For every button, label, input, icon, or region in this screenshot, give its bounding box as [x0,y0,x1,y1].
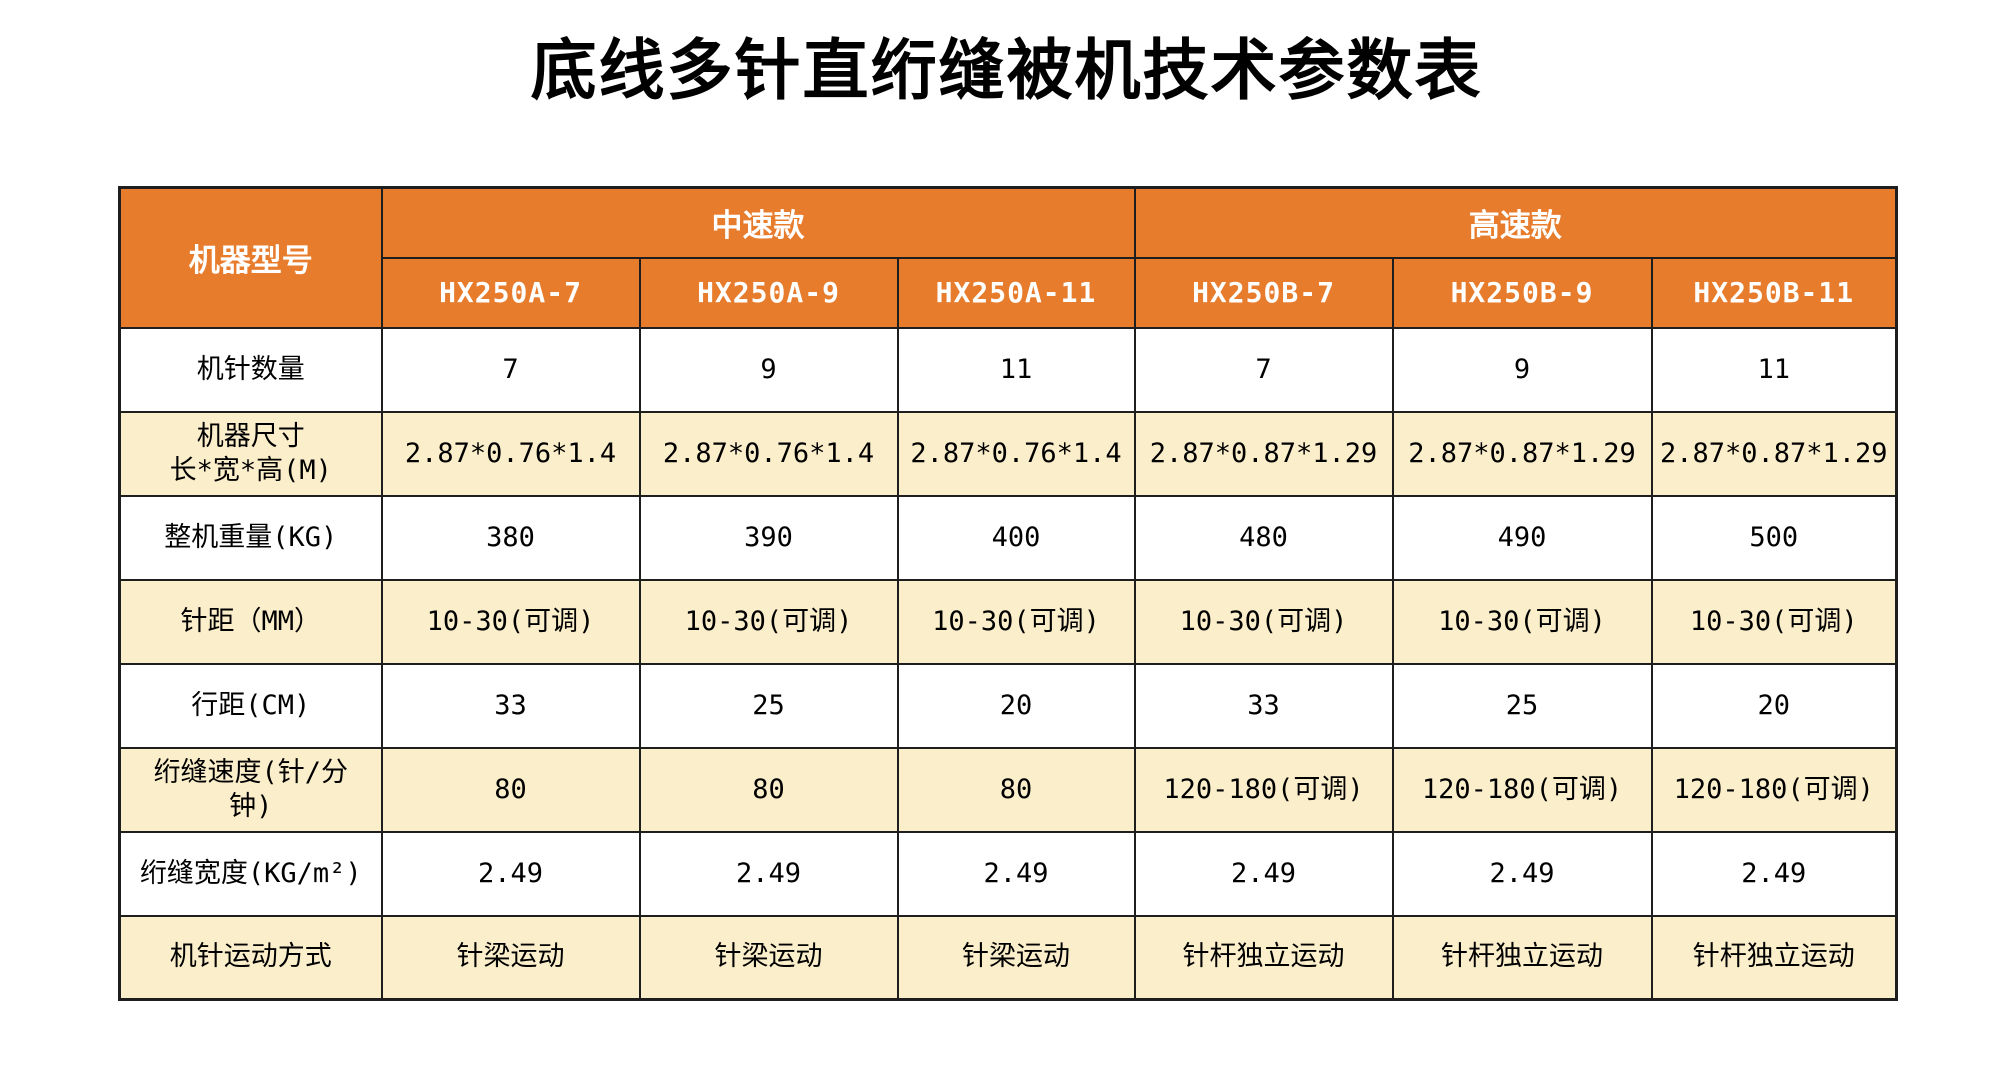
model-header-row: HX250A-7 HX250A-9 HX250A-11 HX250B-7 HX2… [120,256,1898,329]
table-cell: 390 [638,494,899,581]
table-cell: 10-30(可调) [380,578,641,665]
table-cell: 20 [1650,662,1898,749]
table-row-machine-size: 机器尺寸 长*宽*高(M) 2.87*0.76*1.4 2.87*0.76*1.… [118,410,1898,497]
spec-table: 机器型号 中速款 高速款 HX250A-7 HX250A-9 HX250A-11… [118,186,1899,1001]
table-cell: 9 [638,326,899,413]
model-header: HX250A-9 [638,256,899,329]
model-header: HX250B-7 [1133,256,1394,329]
table-cell: 针梁运动 [896,914,1136,1001]
table-cell: 针梁运动 [638,914,899,1001]
table-cell: 2.87*0.87*1.29 [1650,410,1898,497]
table-cell: 400 [896,494,1136,581]
table-cell: 490 [1391,494,1653,581]
model-header: HX250A-7 [380,256,641,329]
group-header-medium-speed: 中速款 [380,186,1136,259]
row-label: 机针数量 [118,326,383,413]
table-cell: 380 [380,494,641,581]
table-cell: 120-180(可调) [1650,746,1898,833]
table-cell: 11 [1650,326,1898,413]
model-header: HX250A-11 [896,256,1136,329]
page-title: 底线多针直绗缝被机技术参数表 [530,33,1483,107]
table-cell: 120-180(可调) [1391,746,1653,833]
table-cell: 针杆独立运动 [1650,914,1898,1001]
table-row-needle-count: 机针数量 7 9 11 7 9 11 [118,326,1898,413]
table-cell: 80 [638,746,899,833]
table-cell: 33 [1133,662,1394,749]
table-cell: 10-30(可调) [1133,578,1394,665]
table-cell: 480 [1133,494,1394,581]
table-cell: 33 [380,662,641,749]
table-row-needle-pitch: 针距（MM） 10-30(可调) 10-30(可调) 10-30(可调) 10-… [118,578,1898,665]
row-label: 绗缝速度(针/分 钟) [118,746,383,833]
group-header-row: 机器型号 中速款 高速款 [118,186,1898,329]
table-cell: 2.49 [1391,830,1653,917]
corner-header: 机器型号 [118,186,383,329]
row-label: 整机重量(KG) [118,494,383,581]
table-cell: 针杆独立运动 [1133,914,1394,1001]
table-cell: 80 [896,746,1136,833]
table-cell: 2.49 [638,830,899,917]
model-header: HX250B-11 [1650,256,1898,329]
table-cell: 25 [638,662,899,749]
table-cell: 120-180(可调) [1133,746,1394,833]
row-label: 行距(CM) [118,662,383,749]
table-row-weight: 整机重量(KG) 380 390 400 480 490 500 [118,494,1898,581]
table-cell: 20 [896,662,1136,749]
table-cell: 2.49 [1650,830,1898,917]
row-label: 机针运动方式 [118,914,383,1001]
table-cell: 10-30(可调) [1391,578,1653,665]
table-cell: 9 [1391,326,1653,413]
table-cell: 针杆独立运动 [1391,914,1653,1001]
table-cell: 2.87*0.87*1.29 [1133,410,1394,497]
row-label: 机器尺寸 长*宽*高(M) [118,410,383,497]
model-header: HX250B-9 [1391,256,1653,329]
table-cell: 11 [896,326,1136,413]
group-header-high-speed: 高速款 [1133,186,1898,259]
table-row-quilting-width: 绗缝宽度(KG/m²) 2.49 2.49 2.49 2.49 2.49 2.4… [118,830,1898,917]
table-cell: 500 [1650,494,1898,581]
table-cell: 10-30(可调) [638,578,899,665]
table-cell: 80 [380,746,641,833]
table-cell: 2.49 [380,830,641,917]
table-cell: 针梁运动 [380,914,641,1001]
table-cell: 7 [1133,326,1394,413]
table-cell: 7 [380,326,641,413]
row-label: 针距（MM） [118,578,383,665]
table-cell: 10-30(可调) [1650,578,1898,665]
table-cell: 2.87*0.87*1.29 [1391,410,1653,497]
table-cell: 10-30(可调) [896,578,1136,665]
table-cell: 2.49 [896,830,1136,917]
table-row-row-spacing: 行距(CM) 33 25 20 33 25 20 [118,662,1898,749]
table-row-quilting-speed: 绗缝速度(针/分 钟) 80 80 80 120-180(可调) 120-180… [118,746,1898,833]
row-label: 绗缝宽度(KG/m²) [118,830,383,917]
table-cell: 2.87*0.76*1.4 [638,410,899,497]
table-cell: 2.87*0.76*1.4 [380,410,641,497]
table-cell: 25 [1391,662,1653,749]
table-cell: 2.87*0.76*1.4 [896,410,1136,497]
table-row-needle-motion: 机针运动方式 针梁运动 针梁运动 针梁运动 针杆独立运动 针杆独立运动 针杆独立… [118,914,1898,1001]
table-cell: 2.49 [1133,830,1394,917]
